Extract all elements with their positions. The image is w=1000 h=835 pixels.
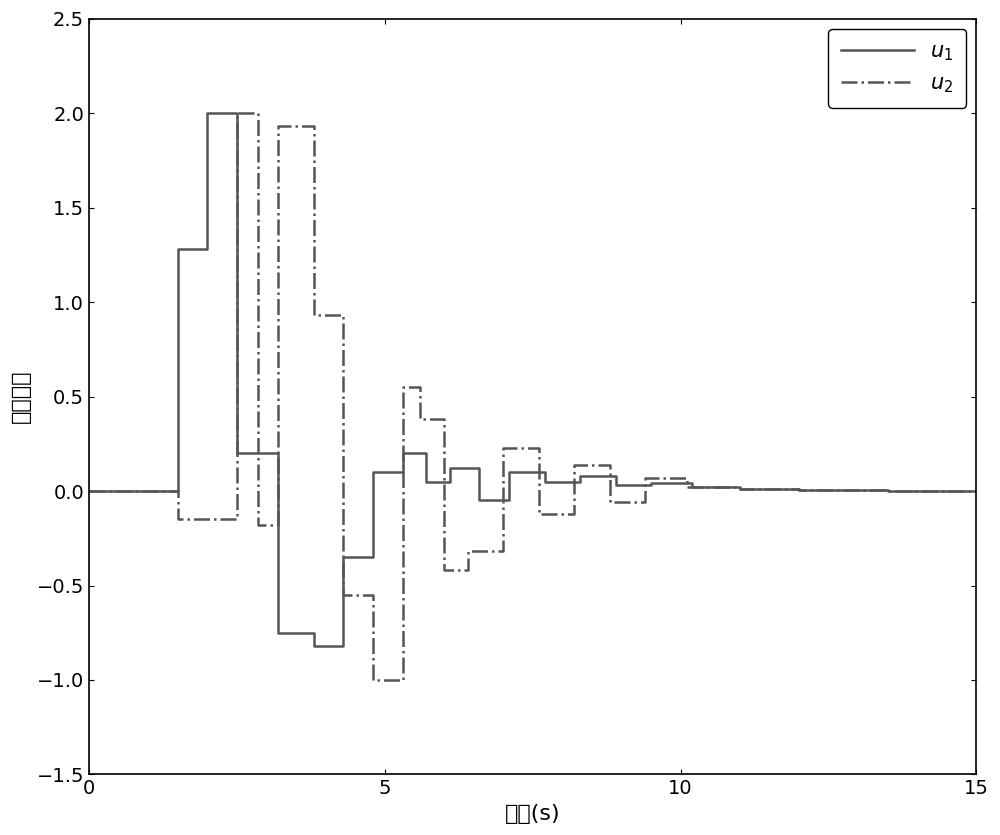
- $u_2$: [793, 484, 805, 494]
- $u_2$: [272, 121, 284, 131]
- $u_1$: [420, 477, 432, 487]
- Line: $u_1$: $u_1$: [89, 113, 976, 646]
- $u_1$: [686, 478, 698, 488]
- $u_2$: [438, 565, 450, 575]
- $u_1$: [734, 484, 746, 494]
- $u_1$: [574, 471, 586, 481]
- $u_1$: [420, 448, 432, 458]
- $u_1$: [272, 628, 284, 638]
- $u_2$: [367, 675, 379, 685]
- $u_1$: [645, 478, 657, 488]
- $u_2$: [604, 459, 616, 469]
- $u_1$: [397, 467, 409, 477]
- $u_1$: [610, 471, 622, 481]
- $u_1$: [367, 467, 379, 477]
- $u_1$: [610, 480, 622, 490]
- $u_2$: [172, 486, 184, 496]
- Line: $u_2$: $u_2$: [89, 113, 976, 680]
- $u_1$: [734, 483, 746, 493]
- $u_2$: [462, 546, 474, 556]
- $u_1$: [793, 485, 805, 495]
- $u_1$: [231, 108, 243, 118]
- $u_2$: [462, 565, 474, 575]
- $u_2$: [882, 485, 894, 495]
- $u_1$: [308, 628, 320, 638]
- $u_1$: [970, 486, 982, 496]
- $u_1$: [473, 495, 485, 505]
- $u_1$: [574, 477, 586, 487]
- $u_2$: [397, 675, 409, 685]
- $u_2$: [681, 473, 693, 483]
- $u_1$: [473, 463, 485, 473]
- $u_1$: [539, 477, 551, 487]
- $u_2$: [533, 443, 545, 453]
- $u_2$: [497, 546, 509, 556]
- $u_2$: [337, 311, 349, 321]
- $u_1$: [337, 641, 349, 651]
- $u_1$: [172, 244, 184, 254]
- $u_2$: [83, 486, 95, 496]
- $u_1$: [201, 108, 213, 118]
- $u_2$: [568, 459, 580, 469]
- $u_2$: [397, 382, 409, 392]
- $u_2$: [497, 443, 509, 453]
- $u_2$: [604, 498, 616, 508]
- $u_1$: [645, 480, 657, 490]
- Legend: $u_1$, $u_2$: $u_1$, $u_2$: [828, 29, 966, 108]
- $u_2$: [252, 520, 264, 530]
- $u_2$: [970, 486, 982, 496]
- $u_2$: [231, 108, 243, 118]
- $u_1$: [83, 486, 95, 496]
- $u_2$: [639, 498, 651, 508]
- $u_1$: [272, 448, 284, 458]
- Y-axis label: 控制输入: 控制输入: [11, 370, 31, 423]
- $u_1$: [686, 483, 698, 493]
- $u_2$: [568, 509, 580, 519]
- $u_1$: [397, 448, 409, 458]
- $u_2$: [308, 121, 320, 131]
- $u_2$: [793, 485, 805, 495]
- $u_1$: [308, 641, 320, 651]
- $u_1$: [882, 486, 894, 496]
- $u_1$: [444, 463, 456, 473]
- $u_2$: [414, 382, 426, 392]
- $u_1$: [367, 552, 379, 562]
- $u_2$: [681, 483, 693, 493]
- $u_2$: [414, 414, 426, 424]
- $u_1$: [882, 485, 894, 495]
- $u_2$: [252, 108, 264, 118]
- $u_2$: [272, 520, 284, 530]
- $u_1$: [503, 467, 515, 477]
- $u_1$: [444, 477, 456, 487]
- $u_2$: [367, 590, 379, 600]
- $u_2$: [882, 486, 894, 496]
- $u_2$: [231, 514, 243, 524]
- $u_1$: [503, 495, 515, 505]
- $u_2$: [337, 590, 349, 600]
- $u_2$: [438, 414, 450, 424]
- $u_2$: [172, 514, 184, 524]
- $u_1$: [172, 486, 184, 496]
- $u_2$: [639, 473, 651, 483]
- $u_1$: [539, 467, 551, 477]
- $u_2$: [734, 483, 746, 493]
- $u_2$: [308, 311, 320, 321]
- $u_1$: [793, 484, 805, 494]
- $u_1$: [337, 552, 349, 562]
- $u_1$: [201, 244, 213, 254]
- $u_2$: [533, 509, 545, 519]
- $u_1$: [231, 448, 243, 458]
- $u_2$: [734, 484, 746, 494]
- X-axis label: 时间(s): 时间(s): [505, 804, 561, 824]
